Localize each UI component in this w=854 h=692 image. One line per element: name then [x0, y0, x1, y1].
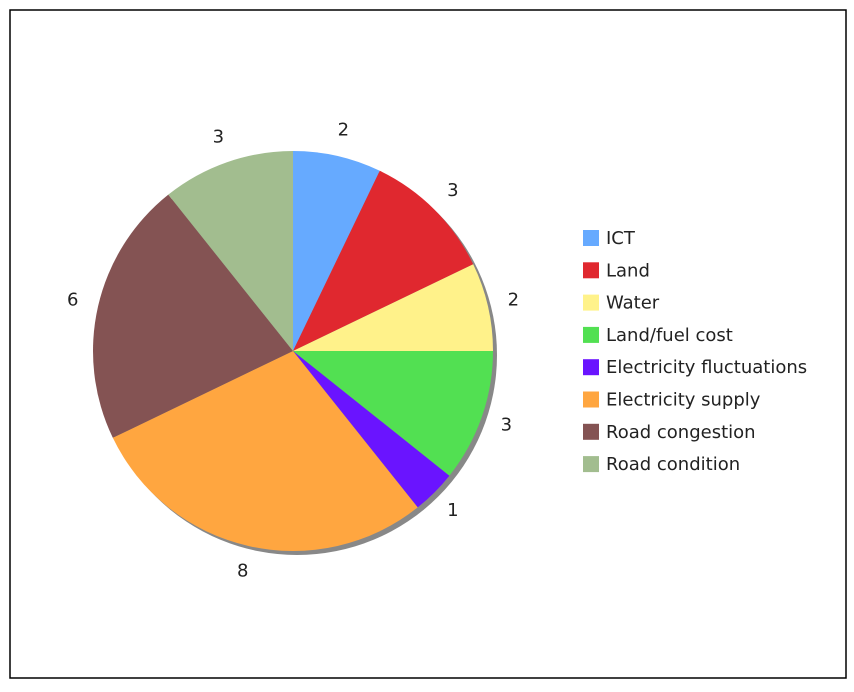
legend-label: Land/fuel cost: [606, 325, 733, 346]
legend: ICT Land Water Land/fuel cost Electricity fl…: [583, 228, 807, 475]
legend-swatch: [583, 262, 599, 279]
legend-swatch: [583, 359, 599, 376]
data-label: 1: [447, 500, 458, 521]
pie-slice: [293, 170, 474, 351]
data-label: 2: [508, 290, 519, 311]
legend-label: Electricity supply: [606, 390, 761, 411]
data-label: 8: [237, 560, 248, 581]
legend-label: Road condition: [606, 454, 740, 475]
data-label: 3: [501, 415, 512, 436]
legend-label: Land: [606, 260, 650, 281]
pie-slice: [168, 151, 293, 351]
data-label: 6: [67, 290, 78, 311]
data-label: 2: [338, 120, 349, 141]
legend-swatch: [583, 326, 599, 343]
pie-slice: [112, 351, 418, 551]
legend-label: Water: [606, 293, 660, 314]
legend-swatch: [583, 294, 599, 311]
legend-label: ICT: [606, 228, 636, 249]
pie-slice: [293, 151, 380, 351]
legend-swatch: [583, 456, 599, 473]
pie-slice: [293, 264, 493, 351]
legend-swatch: [583, 391, 599, 408]
legend-swatch: [583, 230, 599, 246]
pie-slice: [293, 351, 493, 476]
legend-swatch: [583, 423, 599, 440]
pie-slice: [92, 194, 293, 438]
legend-label: Electricity fluctuations: [606, 357, 807, 378]
data-label: 3: [447, 180, 458, 201]
pie-slice: [293, 351, 450, 508]
pie: 2 3 2 3 1 8 6 3: [67, 120, 519, 582]
legend-label: Road congestion: [606, 422, 756, 443]
data-label: 3: [213, 127, 224, 148]
